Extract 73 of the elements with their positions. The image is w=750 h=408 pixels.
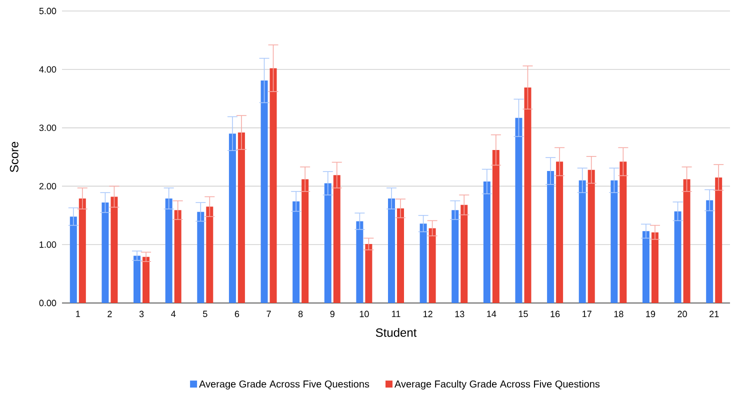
bar — [388, 198, 395, 303]
bar — [428, 228, 436, 303]
bar — [715, 177, 722, 303]
x-tick-label: 6 — [234, 310, 240, 318]
bar — [420, 224, 427, 303]
bar — [651, 232, 658, 303]
bar — [683, 179, 690, 303]
bar — [365, 244, 372, 303]
bar — [706, 200, 714, 303]
bar — [102, 202, 109, 303]
bar — [452, 210, 459, 303]
bar — [524, 88, 532, 303]
bar — [620, 162, 627, 303]
legend-label: Average Faculty Grade Across Five Questions — [394, 380, 600, 390]
x-tick-label: 19 — [646, 310, 656, 318]
legend-label: Average Grade Across Five Questions — [199, 380, 370, 390]
y-tick-label: 1.00 — [40, 241, 56, 248]
bar — [483, 182, 490, 303]
x-tick-label: 3 — [139, 310, 144, 318]
x-tick-label: 2 — [108, 310, 112, 318]
bar — [228, 134, 236, 303]
x-tick-label: 16 — [550, 310, 560, 318]
bar — [610, 180, 618, 303]
x-tick-label: 17 — [582, 310, 592, 317]
bar — [206, 206, 214, 303]
bar — [492, 150, 500, 303]
x-tick-label: 1 — [76, 310, 80, 317]
y-tick-label: 0.00 — [39, 300, 56, 306]
bar — [588, 170, 595, 303]
bar — [578, 180, 586, 303]
x-tick-label: 13 — [455, 310, 464, 318]
bar — [238, 132, 245, 303]
x-tick-label: 10 — [360, 310, 369, 318]
y-tick-label: 4.00 — [39, 66, 56, 73]
y-tick-label: 3.00 — [39, 124, 56, 131]
bar — [547, 171, 554, 303]
bar — [270, 68, 277, 303]
bar — [142, 256, 150, 303]
x-tick-label: 12 — [423, 310, 432, 318]
bar — [292, 201, 300, 303]
bar — [165, 198, 172, 303]
bar — [324, 183, 332, 303]
x-tick-label: 5 — [203, 310, 208, 318]
bar — [174, 210, 182, 303]
x-tick-label: 7 — [266, 310, 271, 317]
bar — [674, 211, 682, 303]
bar — [197, 212, 204, 303]
bar — [78, 198, 86, 303]
bar — [356, 221, 364, 303]
bar — [260, 80, 268, 303]
y-axis-title: Score — [10, 142, 18, 172]
x-tick-label: 20 — [678, 310, 687, 318]
bar — [642, 231, 650, 303]
x-tick-label: 8 — [298, 310, 303, 318]
bar — [134, 256, 141, 303]
bar — [70, 216, 77, 303]
bar — [515, 118, 522, 303]
y-tick-label: 2.00 — [39, 183, 56, 190]
x-tick-label: 15 — [518, 310, 528, 318]
x-tick-label: 9 — [330, 310, 334, 318]
bar — [460, 204, 468, 303]
x-tick-label: 21 — [710, 310, 719, 318]
x-tick-label: 14 — [487, 310, 496, 317]
bar — [110, 196, 118, 303]
y-tick-label: 5.00 — [39, 8, 56, 14]
x-tick-label: 11 — [392, 310, 400, 317]
x-tick-label: 18 — [614, 310, 624, 318]
bar — [556, 162, 564, 303]
bar — [302, 179, 309, 303]
bar — [333, 175, 340, 303]
x-tick-label: 4 — [171, 310, 176, 317]
bar — [397, 208, 404, 303]
x-axis-title: Student — [376, 328, 417, 337]
